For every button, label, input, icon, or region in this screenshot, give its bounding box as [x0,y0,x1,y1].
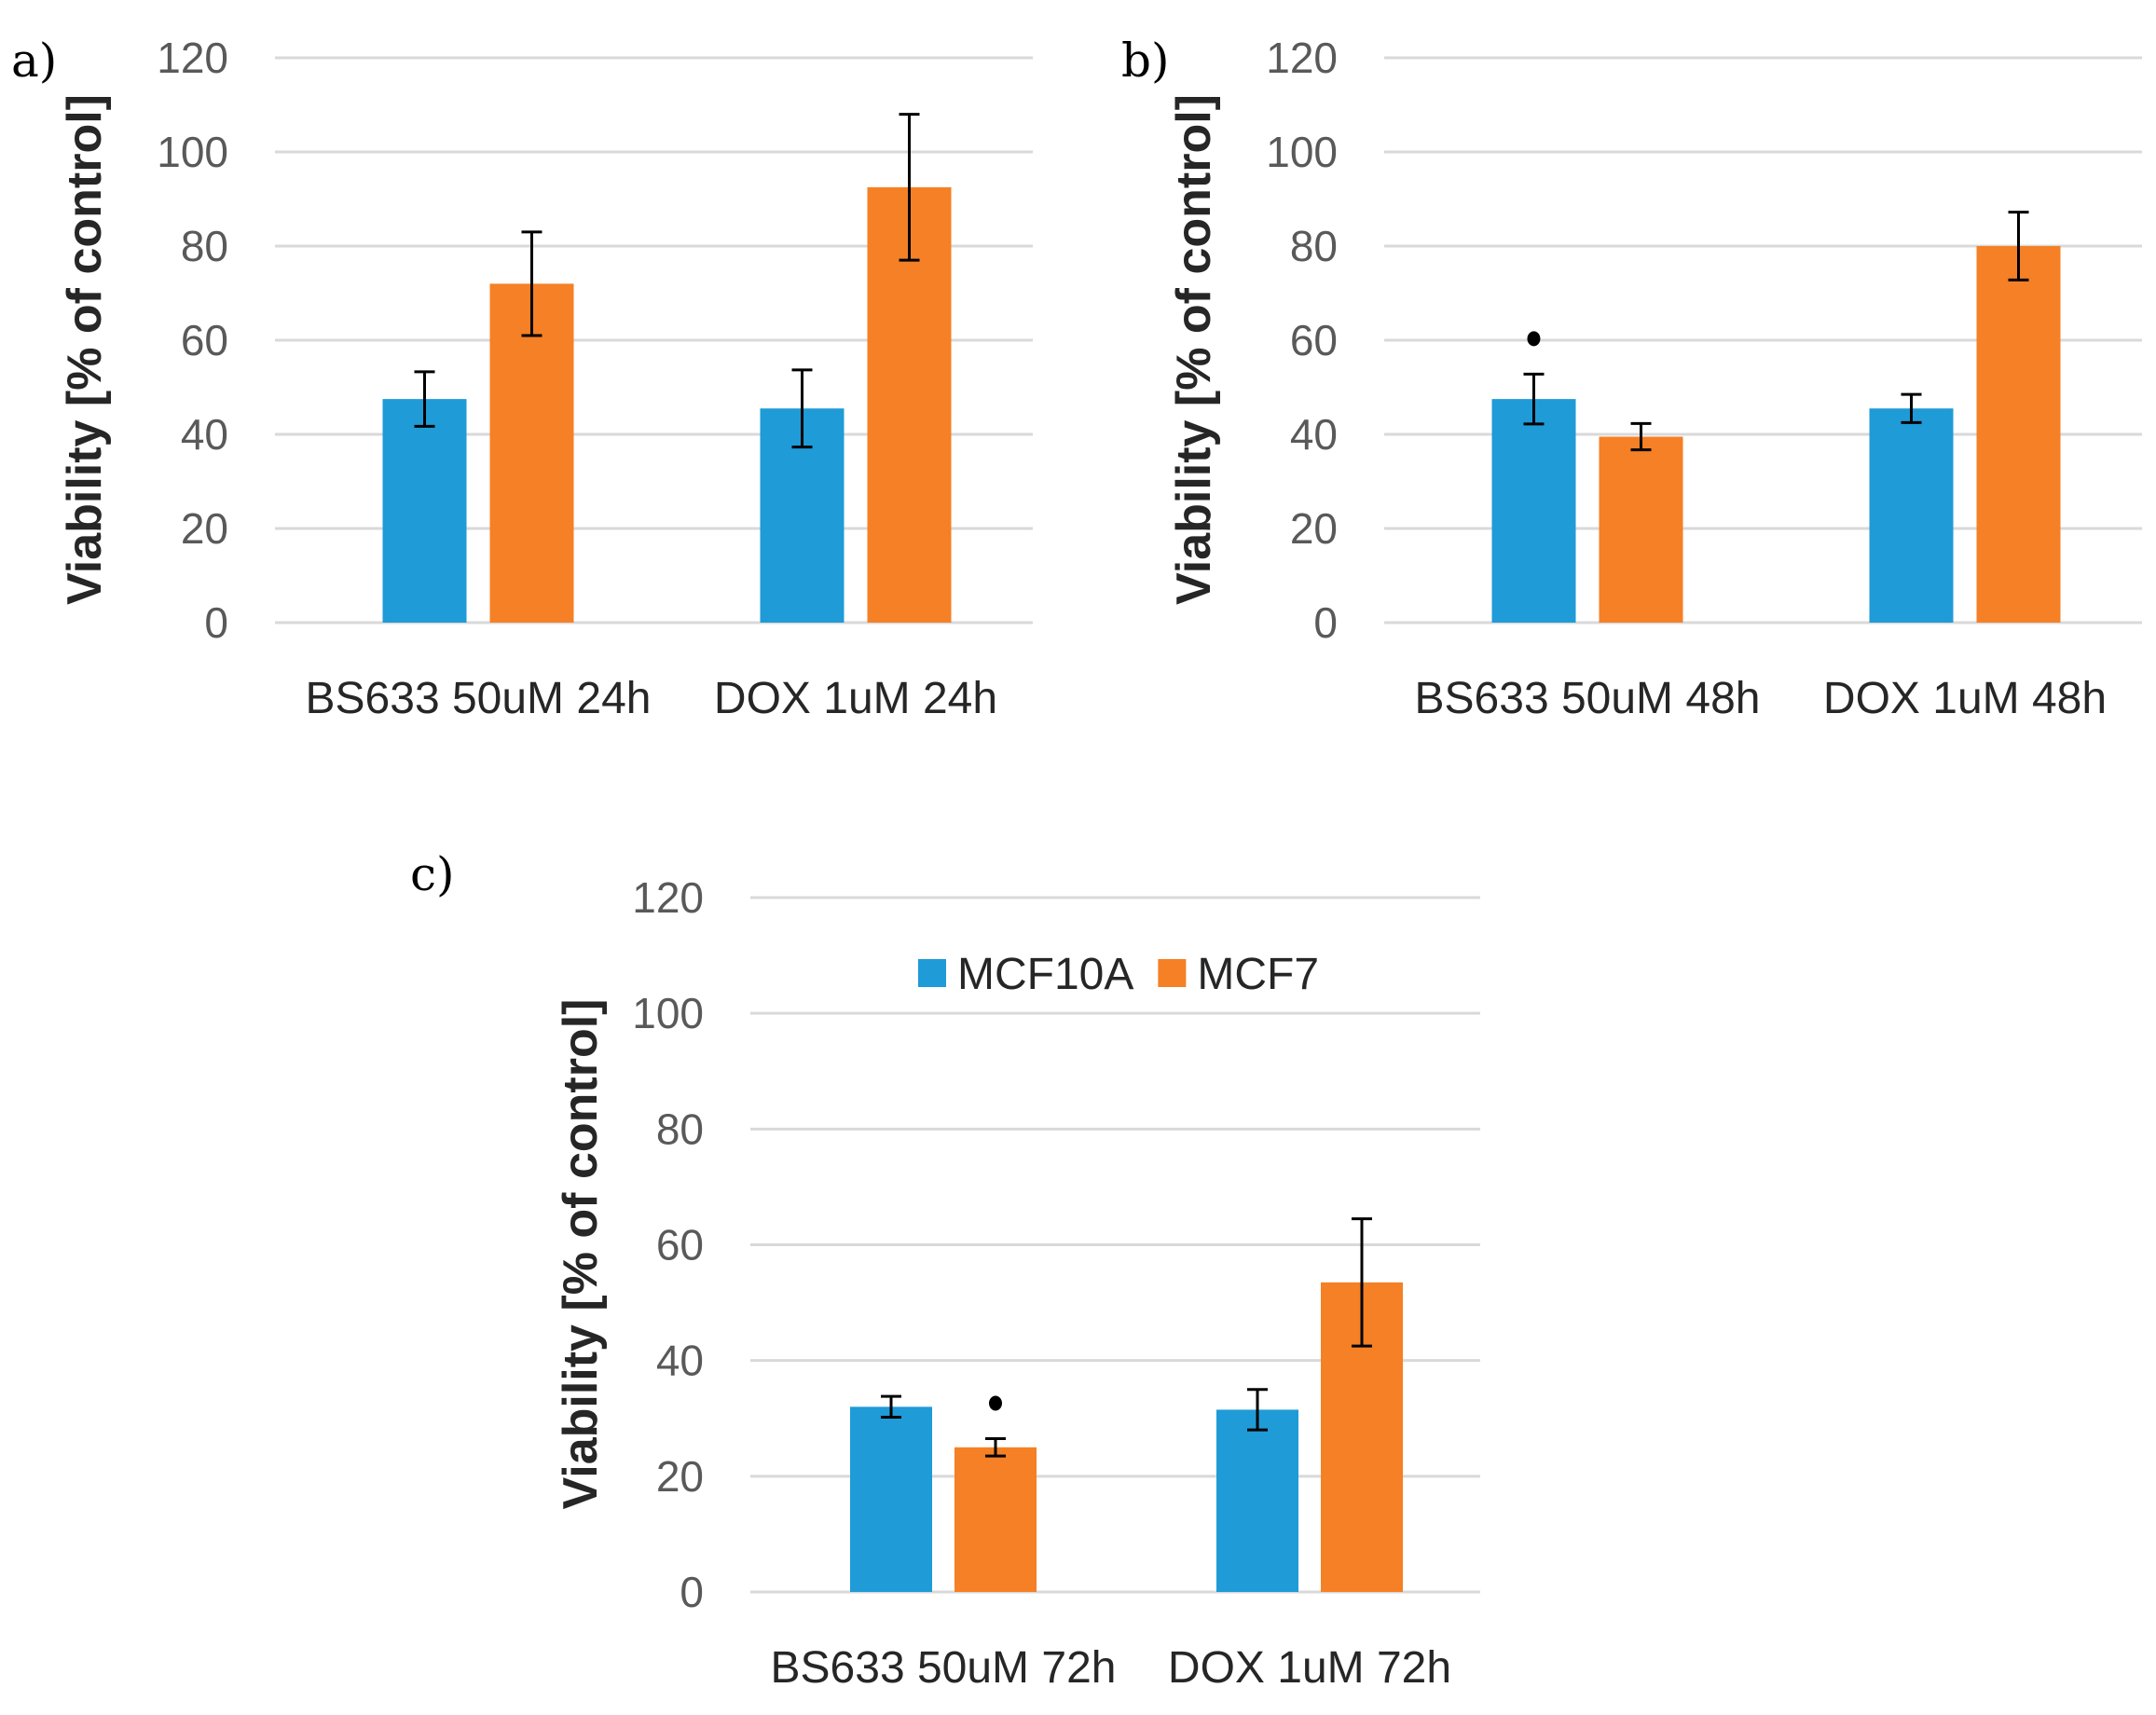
chart-panel-3: c) 0 20 40 60 80 100 120 Viability [% of control… [410,847,1480,1693]
y-tick-label: 80 [181,222,228,270]
x-category-label: BS633 50uM 72h [771,1643,1117,1693]
bar-mcf7-2 [1976,246,2061,623]
panel-letter: a) [11,34,57,88]
y-tick-label: 40 [656,1337,704,1385]
y-tick-label: 20 [656,1452,704,1501]
y-tick-label: 0 [1313,598,1338,647]
x-category-label: BS633 50uM 48h [1415,674,1761,723]
error-bar [1247,1388,1268,1432]
y-axis-label: Viability [% of control] [58,94,112,605]
panel-letter: b) [1121,34,1170,88]
error-bar [791,368,813,449]
y-tick-label: 100 [1266,128,1338,176]
bar-mcf10a-1 [850,1406,932,1592]
y-tick-label: 80 [1290,222,1338,270]
error-bar [2008,211,2029,281]
y-tick-label: 60 [181,316,228,364]
error-bar [521,230,542,337]
legend-swatch-mcf7 [1158,959,1187,987]
error-bar [1901,392,1922,424]
y-tick-label: 60 [656,1221,704,1269]
bar-mcf7-1 [1599,436,1683,623]
bar-mcf10a-1 [1491,399,1576,623]
x-category-label: BS633 50uM 24h [306,674,652,723]
legend-label-mcf10a: MCF10A [957,950,1133,999]
error-bar [881,1394,901,1420]
y-tick-label: 60 [1290,316,1338,364]
bar-mcf7-1 [489,283,574,623]
error-bar [1352,1217,1372,1348]
legend-swatch-mcf10a [918,959,946,987]
error-bar [414,370,435,428]
bar-mcf10a-2 [1216,1409,1298,1592]
y-tick-label: 120 [1266,34,1338,82]
y-tick-label: 0 [680,1568,704,1616]
y-tick-label: 40 [181,410,228,459]
y-tick-label: 40 [1290,410,1338,459]
y-tick-label: 20 [181,504,228,553]
bar-mcf10a-2 [1869,408,1954,623]
y-tick-label: 120 [157,34,228,82]
significance-marker [1527,331,1541,347]
y-tick-label: 100 [632,989,704,1037]
panel-letter: c) [410,847,455,901]
y-tick-label: 0 [204,598,228,647]
y-tick-label: 20 [1290,504,1338,553]
legend: MCF10A MCF7 [918,950,1319,999]
significance-marker [989,1395,1002,1411]
bar-mcf10a-1 [382,399,467,623]
x-category-label: DOX 1uM 48h [1823,674,2107,723]
y-axis-label: Viability [% of control] [1167,94,1221,605]
error-bar [985,1436,1006,1458]
y-tick-label: 100 [157,128,228,176]
bar-mcf7-1 [954,1447,1037,1592]
y-tick-label: 80 [656,1104,704,1153]
y-axis-label: Viability [% of control] [554,999,608,1510]
x-category-label: DOX 1uM 24h [714,674,997,723]
chart-panel-1: a) 0 20 40 60 80 100 120 Viability [% of control… [11,34,1033,723]
x-category-label: DOX 1uM 72h [1168,1643,1451,1693]
chart-panel-2: b) 0 20 40 60 80 100 120 Viability [% of control… [1121,34,2142,723]
error-bar [1630,421,1652,452]
error-bar [1523,372,1545,426]
y-tick-label: 120 [632,873,704,922]
legend-label-mcf7: MCF7 [1197,950,1319,999]
error-bar [899,113,920,262]
